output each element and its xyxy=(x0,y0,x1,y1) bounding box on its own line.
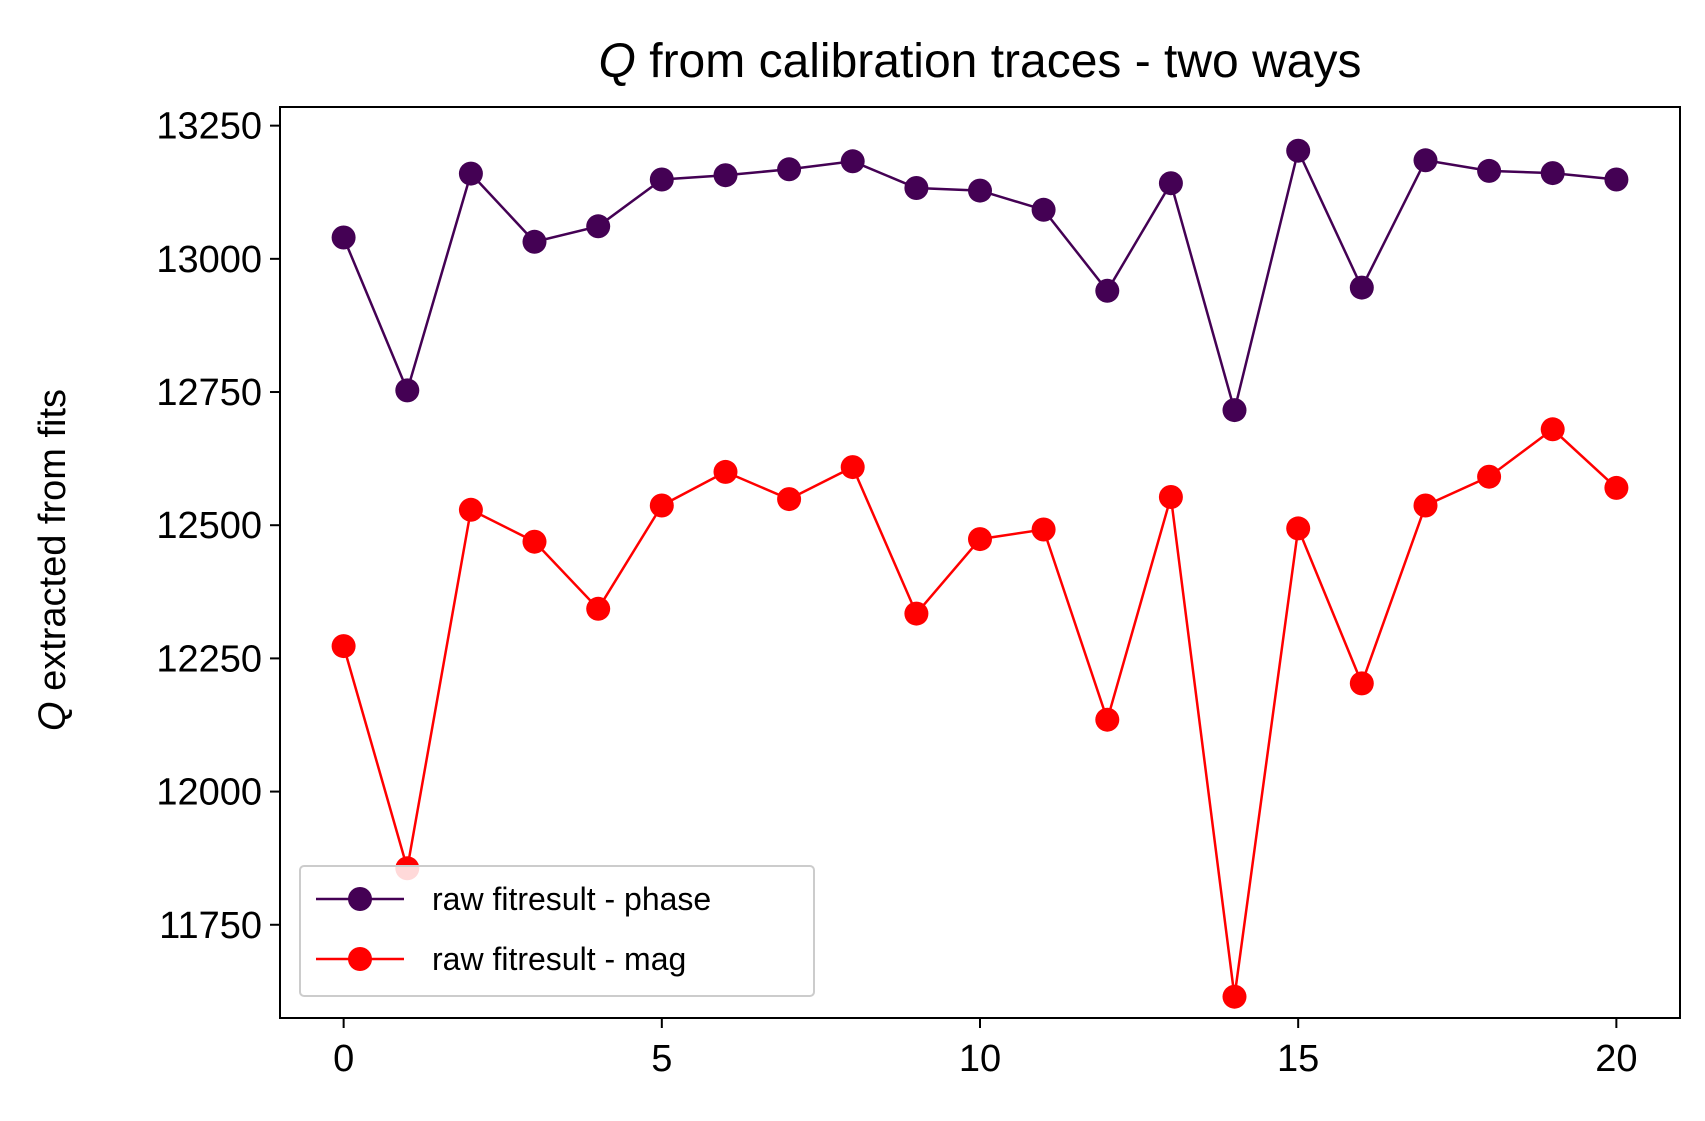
data-point-0-4 xyxy=(586,214,611,239)
data-point-1-3 xyxy=(522,529,547,554)
legend-label-phase: raw fitresult - phase xyxy=(432,881,711,917)
data-point-0-15 xyxy=(1286,138,1311,163)
data-point-1-14 xyxy=(1222,984,1247,1009)
legend-frame xyxy=(299,865,815,997)
data-point-1-11 xyxy=(1031,517,1056,542)
y-tick-label: 11750 xyxy=(159,905,262,947)
data-point-0-7 xyxy=(777,157,802,182)
data-point-1-15 xyxy=(1286,516,1311,541)
data-point-0-20 xyxy=(1604,167,1629,192)
legend: raw fitresult - phase raw fitresult - ma… xyxy=(299,865,815,997)
data-point-1-20 xyxy=(1604,475,1629,500)
chart-title: Q from calibration traces - two ways xyxy=(599,35,1362,88)
legend-marker-mag xyxy=(348,947,372,971)
data-point-0-13 xyxy=(1158,171,1183,196)
data-point-0-10 xyxy=(968,178,992,203)
data-point-0-14 xyxy=(1222,398,1247,423)
data-point-0-9 xyxy=(904,176,929,200)
data-point-1-18 xyxy=(1477,464,1502,489)
data-point-0-5 xyxy=(649,167,674,192)
data-point-1-5 xyxy=(649,493,674,518)
data-point-0-6 xyxy=(713,163,738,188)
title-symbol: Q xyxy=(599,35,636,88)
data-point-1-17 xyxy=(1413,493,1438,518)
data-point-1-8 xyxy=(840,455,865,480)
x-tick-label: 10 xyxy=(959,1038,1001,1080)
data-point-0-1 xyxy=(395,378,420,403)
y-tick-label: 13250 xyxy=(156,106,262,148)
data-point-0-19 xyxy=(1540,161,1565,186)
data-point-0-8 xyxy=(840,149,865,174)
x-tick-label: 0 xyxy=(333,1038,354,1080)
legend-label-mag: raw fitresult - mag xyxy=(432,941,686,977)
y-axis-label: Q extracted from fits xyxy=(32,389,74,731)
data-point-0-0 xyxy=(331,225,356,250)
data-point-0-18 xyxy=(1477,158,1502,183)
data-point-1-13 xyxy=(1158,485,1183,509)
legend-marker-phase xyxy=(348,887,372,911)
data-point-1-12 xyxy=(1095,707,1120,732)
y-tick-label: 12750 xyxy=(156,372,262,414)
axes: 0 5 10 15 20 11750 12000 12250 12500 12750 13000 13… xyxy=(156,106,1681,1080)
data-point-1-0 xyxy=(331,634,356,659)
data-point-1-10 xyxy=(968,527,992,552)
data-point-1-2 xyxy=(458,497,483,522)
ylabel-symbol: Q xyxy=(32,701,74,731)
data-point-0-12 xyxy=(1095,278,1120,303)
data-point-0-16 xyxy=(1349,275,1374,300)
y-tick-label: 13000 xyxy=(156,239,262,281)
y-tick-label: 12000 xyxy=(156,772,262,814)
ylabel-text: extracted from fits xyxy=(32,389,74,702)
data-point-1-6 xyxy=(713,459,738,484)
data-point-1-9 xyxy=(904,601,929,626)
title-text: from calibration traces - two ways xyxy=(636,35,1362,88)
data-point-1-19 xyxy=(1540,417,1565,442)
data-point-1-4 xyxy=(586,596,611,621)
data-point-0-11 xyxy=(1031,197,1056,222)
data-point-0-2 xyxy=(458,161,483,186)
x-tick-label: 15 xyxy=(1277,1038,1319,1080)
data-point-0-3 xyxy=(522,229,547,254)
y-tick-label: 12500 xyxy=(156,505,262,547)
data-point-0-17 xyxy=(1413,148,1438,173)
data-point-1-7 xyxy=(777,487,802,512)
y-tick-label: 12250 xyxy=(156,638,262,680)
x-tick-label: 20 xyxy=(1595,1038,1637,1080)
x-tick-label: 5 xyxy=(651,1038,672,1080)
data-point-1-16 xyxy=(1349,671,1374,696)
